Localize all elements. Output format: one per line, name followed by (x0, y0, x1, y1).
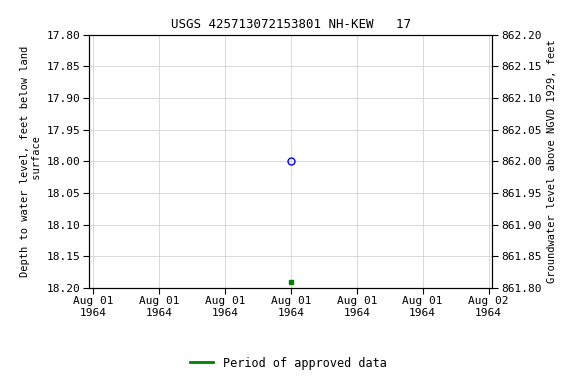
Title: USGS 425713072153801 NH-KEW   17: USGS 425713072153801 NH-KEW 17 (171, 18, 411, 31)
Y-axis label: Depth to water level, feet below land
 surface: Depth to water level, feet below land su… (20, 46, 41, 277)
Y-axis label: Groundwater level above NGVD 1929, feet: Groundwater level above NGVD 1929, feet (547, 40, 557, 283)
Legend: Period of approved data: Period of approved data (185, 352, 391, 374)
